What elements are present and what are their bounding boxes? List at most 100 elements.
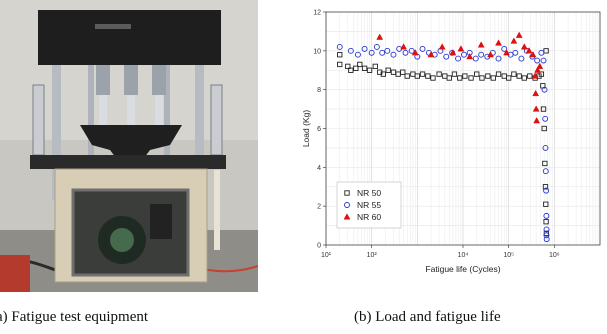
data-point [468,75,474,81]
data-marks [336,31,550,243]
caption-b: (b) Load and fatigue life [354,309,501,325]
data-point [449,49,457,56]
data-point [511,71,517,77]
data-point [542,184,549,190]
data-point [337,61,343,68]
data-point [380,71,386,77]
axis-ticks: 0 2 4 6 8 10 12 10¹ 10² 10⁴ 10⁵ 10⁶ [313,10,560,260]
data-point [541,125,547,132]
data-point [531,72,539,79]
data-point [543,232,550,239]
data-point [543,48,549,54]
legend-marker [344,190,350,196]
series-nr60 [376,31,544,124]
data-point [516,73,522,79]
data-point [419,71,426,77]
x-tick-label: 10² [367,252,378,259]
data-point [337,52,343,58]
data-point [357,61,363,68]
data-point [540,106,547,112]
data-point [451,71,458,77]
data-point [446,75,452,81]
x-tick-label: 10¹ [321,252,332,259]
caption-a: a) Fatigue test equipment [0,309,149,325]
data-point [408,47,415,54]
y-tick-label: 4 [317,165,321,172]
data-point [402,49,409,56]
data-point [472,55,479,62]
data-point [366,67,373,73]
data-point [354,51,361,58]
x-tick-label: 10⁴ [458,252,469,259]
data-point [457,75,463,81]
data-point [457,45,465,52]
data-point [542,115,549,122]
data-point [348,67,354,73]
data-point [541,86,548,93]
data-point [543,236,550,243]
legend-box [336,181,402,229]
data-point [404,73,410,79]
data-point [430,75,436,81]
data-point [376,33,384,40]
data-point [474,71,480,77]
x-tick-label: 10⁶ [549,252,560,259]
legend: NR 50 NR 55 NR 60 [336,181,402,229]
data-point [542,144,549,151]
y-axis-label: Load (Kg) [301,110,311,147]
data-point [543,219,549,225]
data-point [542,168,549,175]
data-point [540,57,547,64]
data-point [336,44,343,50]
series-nr55 [336,44,550,243]
data-point [534,57,541,64]
data-point [462,73,468,79]
fatigue-test-equipment-photo [0,0,258,292]
data-point [542,160,548,167]
data-point [543,226,550,233]
legend-label: NR 50 [357,188,381,198]
y-tick-label: 2 [317,204,321,211]
data-point [495,39,502,46]
y-tick-label: 0 [317,243,321,250]
legend-label: NR 60 [357,212,381,222]
data-point [466,52,474,60]
data-point [390,51,397,58]
data-point [495,55,502,62]
data-point [347,47,354,54]
data-point [495,71,502,77]
data-point [419,45,426,52]
data-point [512,49,519,56]
data-point [411,49,419,56]
data-point [345,63,351,70]
data-point [385,67,391,73]
data-point [361,45,368,52]
y-tick-label: 10 [313,48,321,55]
data-point [461,51,467,58]
data-point [384,47,391,54]
data-point [400,69,406,75]
data-point [532,89,540,97]
data-point [543,187,550,194]
y-tick-label: 6 [317,126,321,133]
data-point [503,49,510,56]
data-point [414,73,420,79]
data-point [487,50,494,58]
data-point [395,71,401,77]
legend-label: NR 55 [357,200,381,210]
x-axis-label: Fatigue life (Cycles) [425,264,500,274]
data-point [538,71,545,77]
data-point [427,50,435,58]
data-point [534,66,542,73]
data-point [478,51,485,58]
data-point [443,53,450,60]
data-point [538,49,545,56]
data-point [436,71,442,77]
data-point [379,49,386,56]
data-point [477,41,485,48]
data-point [543,201,549,207]
data-point [368,49,375,56]
data-point [533,117,541,124]
data-point [479,75,485,81]
legend-marker [343,213,351,220]
